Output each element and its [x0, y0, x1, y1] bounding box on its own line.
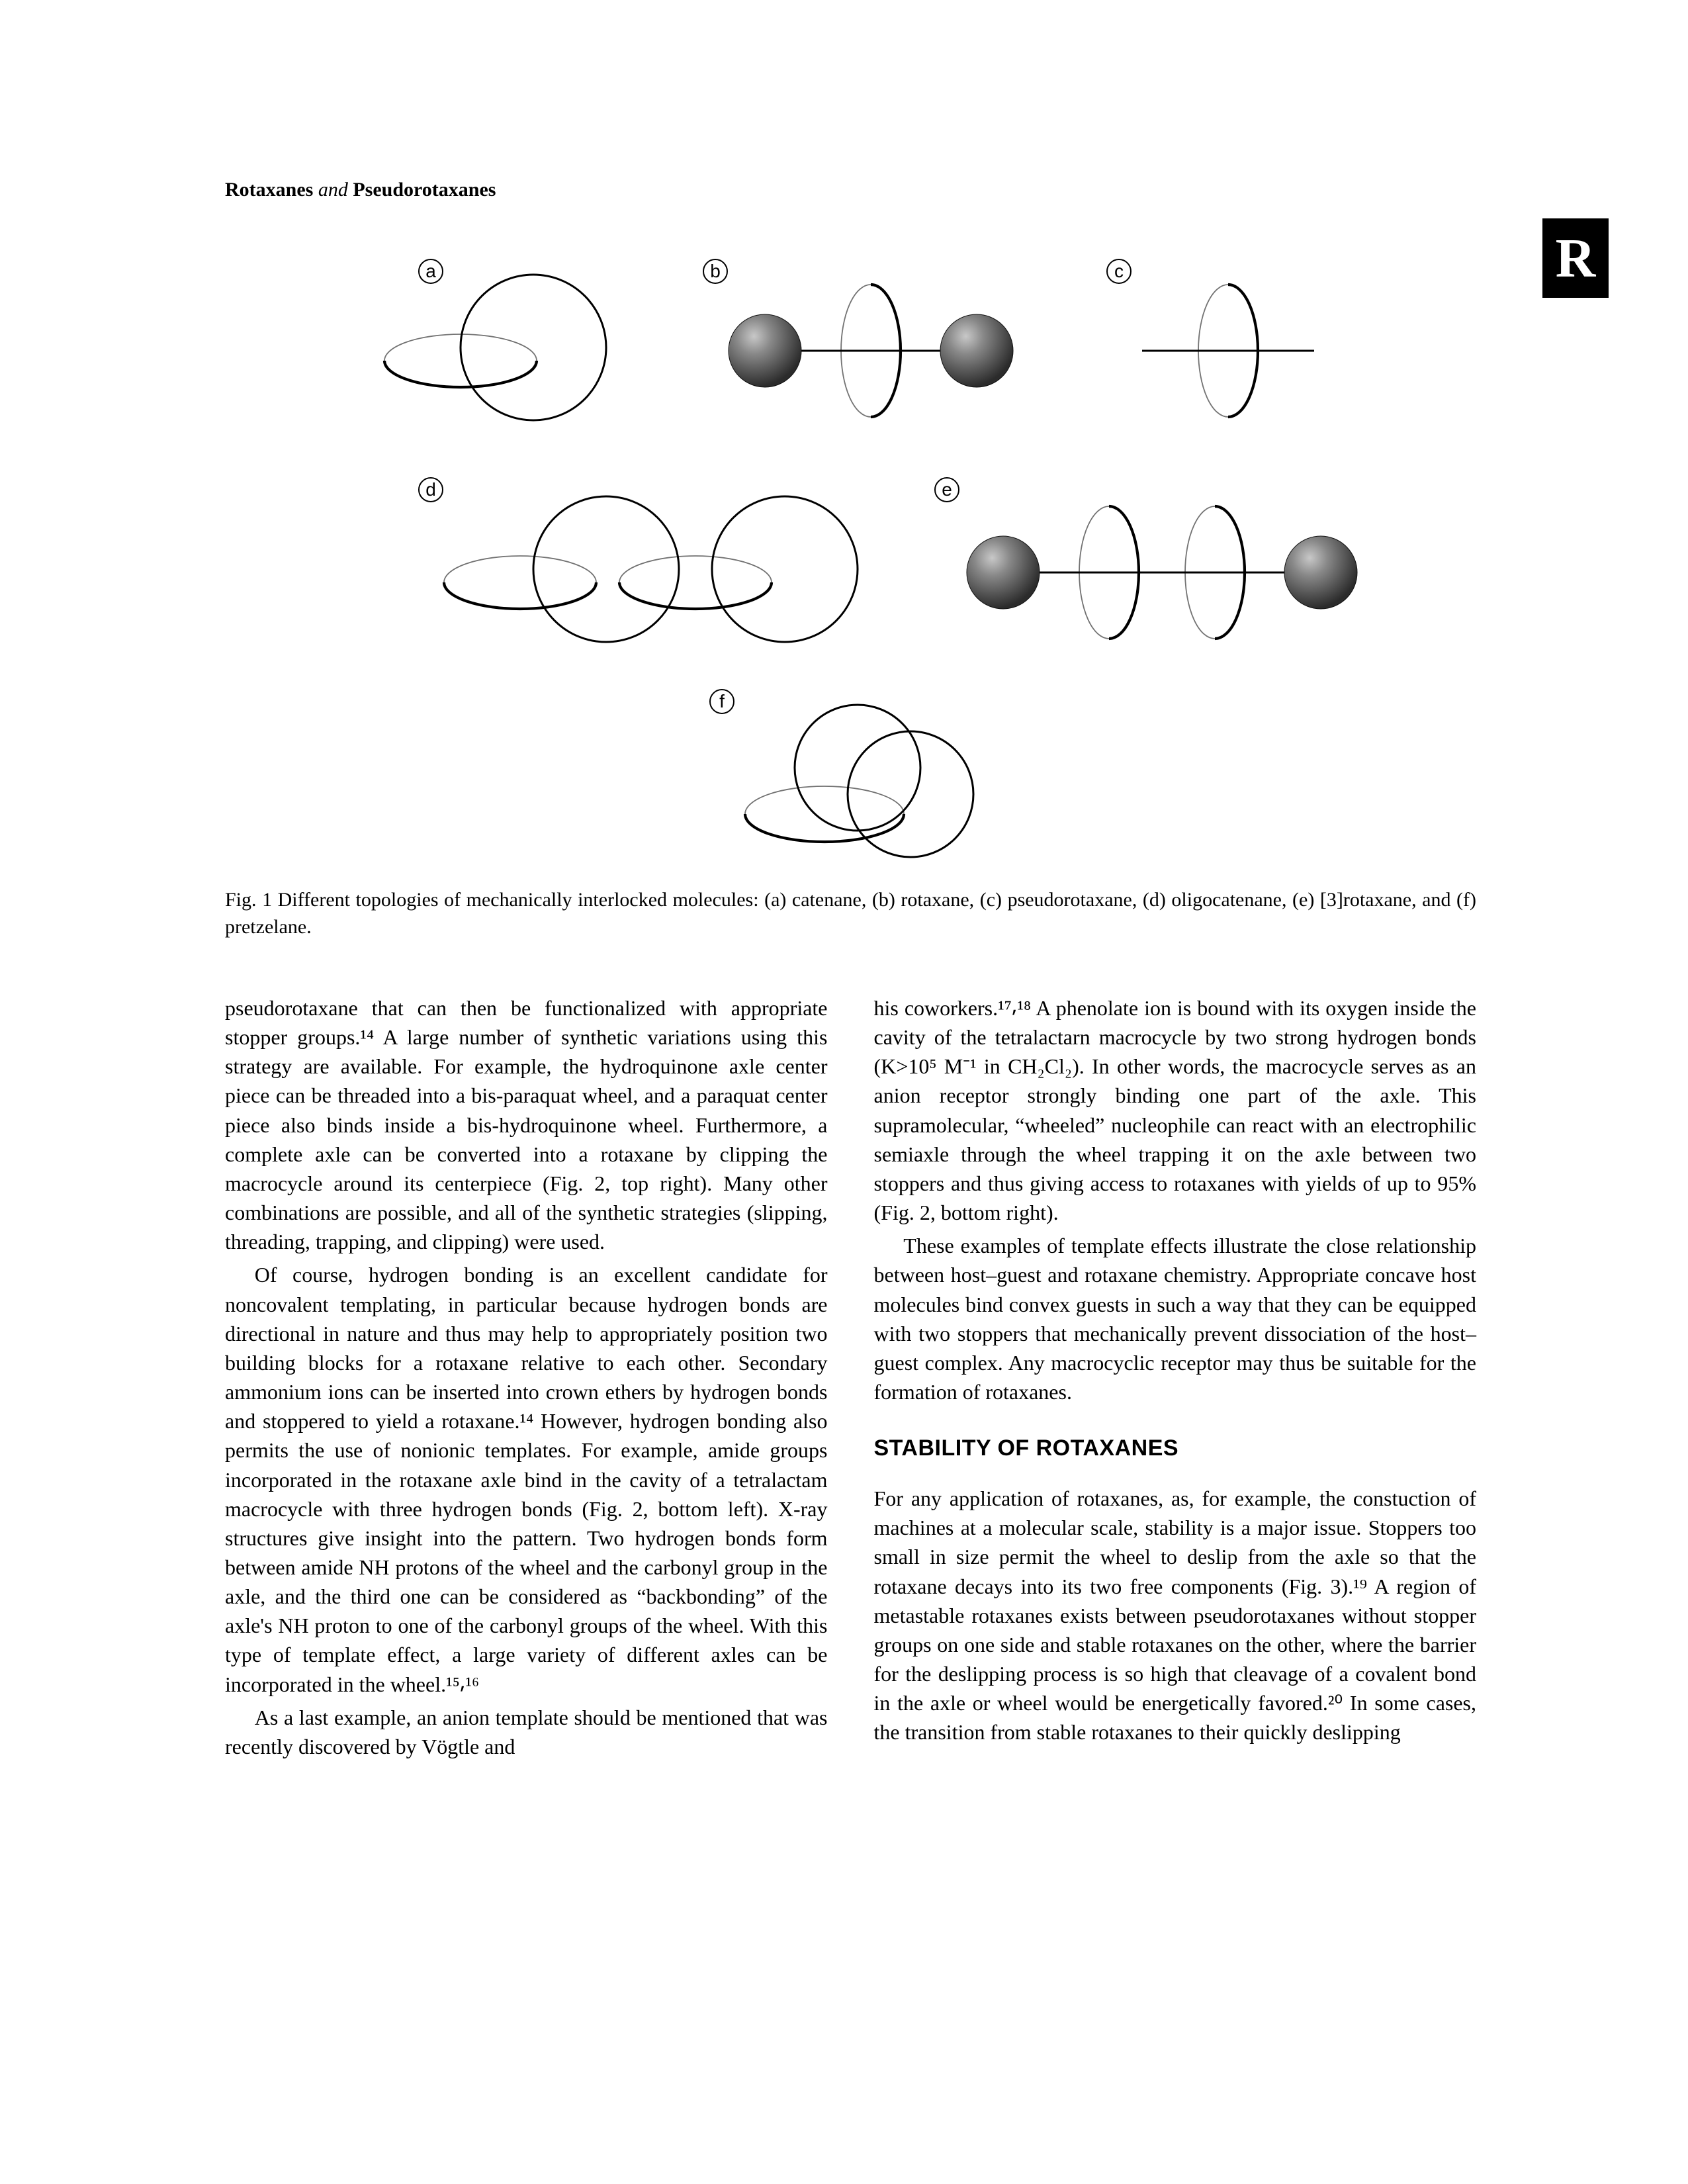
header-part2: Pseudorotaxanes [353, 179, 496, 201]
header-part1: Rotaxanes [225, 179, 313, 201]
caption-text: Different topologies of mechanically int… [225, 889, 1476, 938]
svg-text:f: f [719, 691, 725, 711]
left-p3: As a last example, an anion template sho… [225, 1703, 828, 1761]
figure-1-svg: a b c d e f [335, 245, 1367, 874]
left-p1: pseudorotaxane that can then be function… [225, 993, 828, 1256]
svg-text:e: e [942, 479, 952, 500]
running-header: Rotaxanes and Pseudorotaxanes [225, 179, 496, 201]
section-heading-stability: STABILITY OF ROTAXANES [874, 1433, 1477, 1464]
svg-text:b: b [710, 261, 721, 281]
right-p3: For any application of rotaxanes, as, fo… [874, 1484, 1477, 1747]
svg-text:a: a [425, 261, 436, 281]
svg-text:d: d [425, 479, 436, 500]
left-p2: Of course, hydrogen bonding is an excell… [225, 1260, 828, 1698]
body-columns: pseudorotaxane that can then be function… [225, 993, 1476, 1765]
right-p1: his coworkers.¹⁷⸴¹⁸ A phenolate ion is b… [874, 993, 1477, 1227]
column-left: pseudorotaxane that can then be function… [225, 993, 828, 1765]
header-connector: and [313, 179, 353, 201]
page: Rotaxanes and Pseudorotaxanes R a b c d e f F… [0, 0, 1688, 2184]
svg-text:c: c [1114, 261, 1124, 281]
figure-1: a b c d e f [335, 245, 1367, 874]
figure-1-caption: Fig. 1 Different topologies of mechanica… [225, 887, 1476, 940]
section-tab-letter: R [1556, 226, 1596, 291]
caption-lead: Fig. 1 [225, 889, 272, 911]
column-right: his coworkers.¹⁷⸴¹⁸ A phenolate ion is b… [874, 993, 1477, 1765]
section-tab: R [1542, 218, 1609, 298]
right-p2: These examples of template effects illus… [874, 1231, 1477, 1406]
